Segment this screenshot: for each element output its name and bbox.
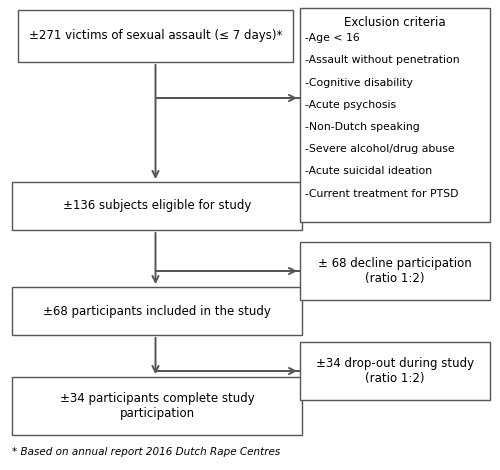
Text: ±271 victims of sexual assault (≤ 7 days)*: ±271 victims of sexual assault (≤ 7 days… xyxy=(29,30,282,42)
Text: -Assault without penetration: -Assault without penetration xyxy=(305,55,460,65)
Text: -Current treatment for PTSD: -Current treatment for PTSD xyxy=(305,189,458,199)
Text: -Acute suicidal ideation: -Acute suicidal ideation xyxy=(305,166,432,177)
FancyBboxPatch shape xyxy=(12,287,302,335)
FancyBboxPatch shape xyxy=(300,8,490,222)
Text: ±34 participants complete study
participation: ±34 participants complete study particip… xyxy=(60,392,254,420)
Text: -Cognitive disability: -Cognitive disability xyxy=(305,78,413,87)
Text: -Age < 16: -Age < 16 xyxy=(305,33,360,43)
Text: -Acute psychosis: -Acute psychosis xyxy=(305,100,396,110)
Text: ±34 drop-out during study
(ratio 1:2): ±34 drop-out during study (ratio 1:2) xyxy=(316,357,474,385)
Text: ±68 participants included in the study: ±68 participants included in the study xyxy=(43,305,271,318)
FancyBboxPatch shape xyxy=(12,377,302,435)
FancyBboxPatch shape xyxy=(300,342,490,400)
Text: Exclusion criteria: Exclusion criteria xyxy=(344,16,446,29)
Text: -Severe alcohol/drug abuse: -Severe alcohol/drug abuse xyxy=(305,144,454,154)
Text: ±136 subjects eligible for study: ±136 subjects eligible for study xyxy=(63,199,251,212)
Text: -Non-Dutch speaking: -Non-Dutch speaking xyxy=(305,122,420,132)
Text: * Based on annual report 2016 Dutch Rape Centres: * Based on annual report 2016 Dutch Rape… xyxy=(12,447,280,457)
FancyBboxPatch shape xyxy=(300,242,490,300)
FancyBboxPatch shape xyxy=(18,10,293,62)
Text: ± 68 decline participation
(ratio 1:2): ± 68 decline participation (ratio 1:2) xyxy=(318,257,472,285)
FancyBboxPatch shape xyxy=(12,182,302,230)
